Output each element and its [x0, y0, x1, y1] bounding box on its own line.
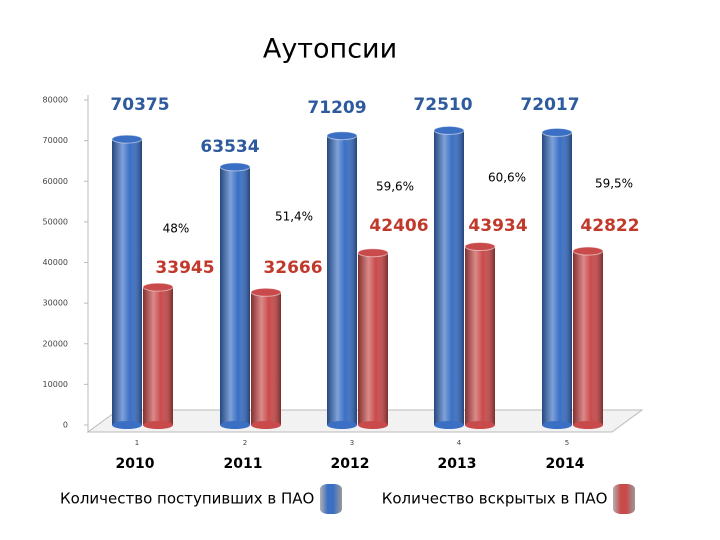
bar-base [465, 421, 495, 429]
value-label: 42822 [580, 216, 639, 236]
bar-shading [327, 135, 357, 425]
y-tick-label: 10000 [43, 380, 68, 389]
bar-base [573, 421, 603, 429]
value-label: 32666 [263, 258, 322, 278]
value-label: 43934 [468, 216, 527, 236]
bar-base [251, 421, 281, 429]
bar-shading [465, 246, 495, 425]
x-tick-number: 1 [135, 439, 139, 447]
bar-base [112, 421, 142, 429]
bar-top [464, 242, 496, 252]
legend-label: Количество поступивших в ПАО [60, 489, 315, 508]
bar-top [142, 282, 174, 292]
y-tick-label: 60000 [43, 177, 68, 186]
legend-swatch [320, 484, 343, 514]
legend-swatch [613, 484, 636, 514]
bar-top [572, 246, 604, 256]
ratio-label: 59,6% [376, 180, 414, 194]
bar-shading [112, 139, 142, 425]
legend-label: Количество вскрытых в ПАО [381, 489, 608, 508]
bar-base [327, 421, 357, 429]
y-tick-label: 50000 [43, 217, 68, 226]
bar-shading [220, 166, 250, 425]
x-tick-label: 2011 [224, 456, 263, 472]
ratio-label: 51,4% [275, 210, 313, 224]
y-tick-label: 30000 [43, 299, 68, 308]
x-tick-label: 2010 [116, 456, 155, 472]
bar-base [143, 421, 173, 429]
value-label: 71209 [307, 98, 366, 118]
y-tick-label: 20000 [43, 339, 68, 348]
bar-top [219, 162, 251, 172]
bar-top [357, 248, 389, 258]
ratio-label: 60,6% [488, 171, 526, 185]
x-tick-label: 2012 [331, 456, 370, 472]
chart-title: Аутопсии [263, 34, 397, 65]
x-tick-number: 5 [565, 439, 569, 447]
y-tick-label: 70000 [43, 136, 68, 145]
ratio-label: 48% [163, 222, 190, 236]
bar-shading [434, 130, 464, 425]
value-label: 72510 [413, 95, 472, 115]
value-label: 33945 [155, 258, 214, 278]
x-tick-number: 2 [243, 439, 247, 447]
ratio-label: 59,5% [595, 177, 633, 191]
bar-base [220, 421, 250, 429]
value-label: 72017 [520, 95, 579, 115]
bar-shading [358, 252, 388, 425]
x-tick-label: 2013 [438, 456, 477, 472]
x-tick-number: 3 [350, 439, 354, 447]
bar-base [542, 421, 572, 429]
x-tick-label: 2014 [546, 456, 585, 472]
bar-base [358, 421, 388, 429]
bar-base [434, 421, 464, 429]
bar-shading [143, 287, 173, 425]
legend: Количество поступивших в ПАО Количество … [60, 484, 660, 514]
bar-shading [251, 292, 281, 425]
bar-top [541, 127, 573, 137]
bar-shading [573, 251, 603, 425]
bar-top [326, 131, 358, 141]
bar-top [250, 287, 282, 297]
bar-top [111, 134, 143, 144]
value-label: 63534 [200, 137, 259, 157]
x-tick-number: 4 [457, 439, 462, 447]
y-tick-label: 0 [63, 421, 68, 430]
bar-shading [542, 132, 572, 425]
bar-top [433, 125, 465, 135]
value-label: 42406 [369, 216, 428, 236]
value-label: 70375 [110, 95, 169, 115]
y-tick-label: 40000 [43, 258, 68, 267]
y-tick-label: 80000 [43, 96, 68, 105]
